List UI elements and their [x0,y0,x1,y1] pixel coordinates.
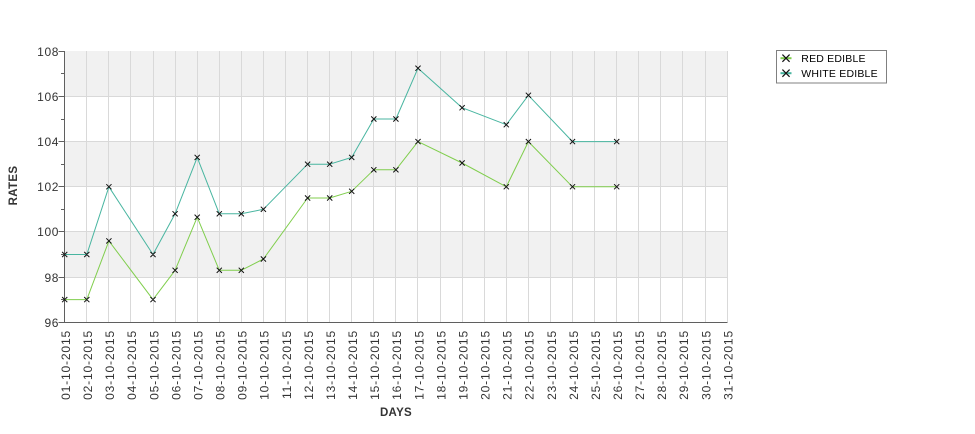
svg-text:106: 106 [37,90,59,104]
svg-text:RATES: RATES [8,166,20,206]
svg-text:25-10-2015: 25-10-2015 [589,330,603,400]
svg-text:31-10-2015: 31-10-2015 [721,330,735,400]
svg-text:07-10-2015: 07-10-2015 [192,330,206,400]
svg-text:12-10-2015: 12-10-2015 [302,330,316,400]
svg-text:24-10-2015: 24-10-2015 [567,330,581,400]
svg-text:19-10-2015: 19-10-2015 [456,330,470,400]
svg-text:15-10-2015: 15-10-2015 [368,330,382,400]
svg-text:22-10-2015: 22-10-2015 [523,330,537,400]
svg-text:09-10-2015: 09-10-2015 [236,330,250,400]
svg-text:DAYS: DAYS [380,407,412,419]
svg-text:05-10-2015: 05-10-2015 [147,330,161,400]
svg-text:108: 108 [37,45,59,59]
svg-text:13-10-2015: 13-10-2015 [324,330,338,400]
svg-text:02-10-2015: 02-10-2015 [81,330,95,400]
svg-text:29-10-2015: 29-10-2015 [677,330,691,400]
svg-text:21-10-2015: 21-10-2015 [501,330,515,400]
svg-text:03-10-2015: 03-10-2015 [103,330,117,400]
svg-text:04-10-2015: 04-10-2015 [125,330,139,400]
svg-text:RED EDIBLE: RED EDIBLE [801,53,865,65]
svg-text:16-10-2015: 16-10-2015 [390,330,404,400]
svg-text:20-10-2015: 20-10-2015 [479,330,493,400]
svg-text:WHITE EDIBLE: WHITE EDIBLE [801,68,878,80]
svg-text:100: 100 [37,225,59,239]
svg-text:27-10-2015: 27-10-2015 [633,330,647,400]
svg-text:10-10-2015: 10-10-2015 [258,330,272,400]
svg-text:01-10-2015: 01-10-2015 [59,330,73,400]
svg-text:28-10-2015: 28-10-2015 [655,330,669,400]
svg-text:11-10-2015: 11-10-2015 [280,330,294,399]
svg-text:08-10-2015: 08-10-2015 [214,330,228,400]
svg-text:104: 104 [37,135,59,149]
svg-text:18-10-2015: 18-10-2015 [434,330,448,400]
svg-text:26-10-2015: 26-10-2015 [611,330,625,400]
svg-text:102: 102 [37,180,59,194]
svg-text:30-10-2015: 30-10-2015 [699,330,713,400]
svg-text:98: 98 [44,271,59,285]
svg-text:23-10-2015: 23-10-2015 [545,330,559,400]
svg-text:17-10-2015: 17-10-2015 [412,330,426,400]
svg-text:96: 96 [44,316,59,330]
svg-text:06-10-2015: 06-10-2015 [169,330,183,400]
svg-text:14-10-2015: 14-10-2015 [346,330,360,400]
